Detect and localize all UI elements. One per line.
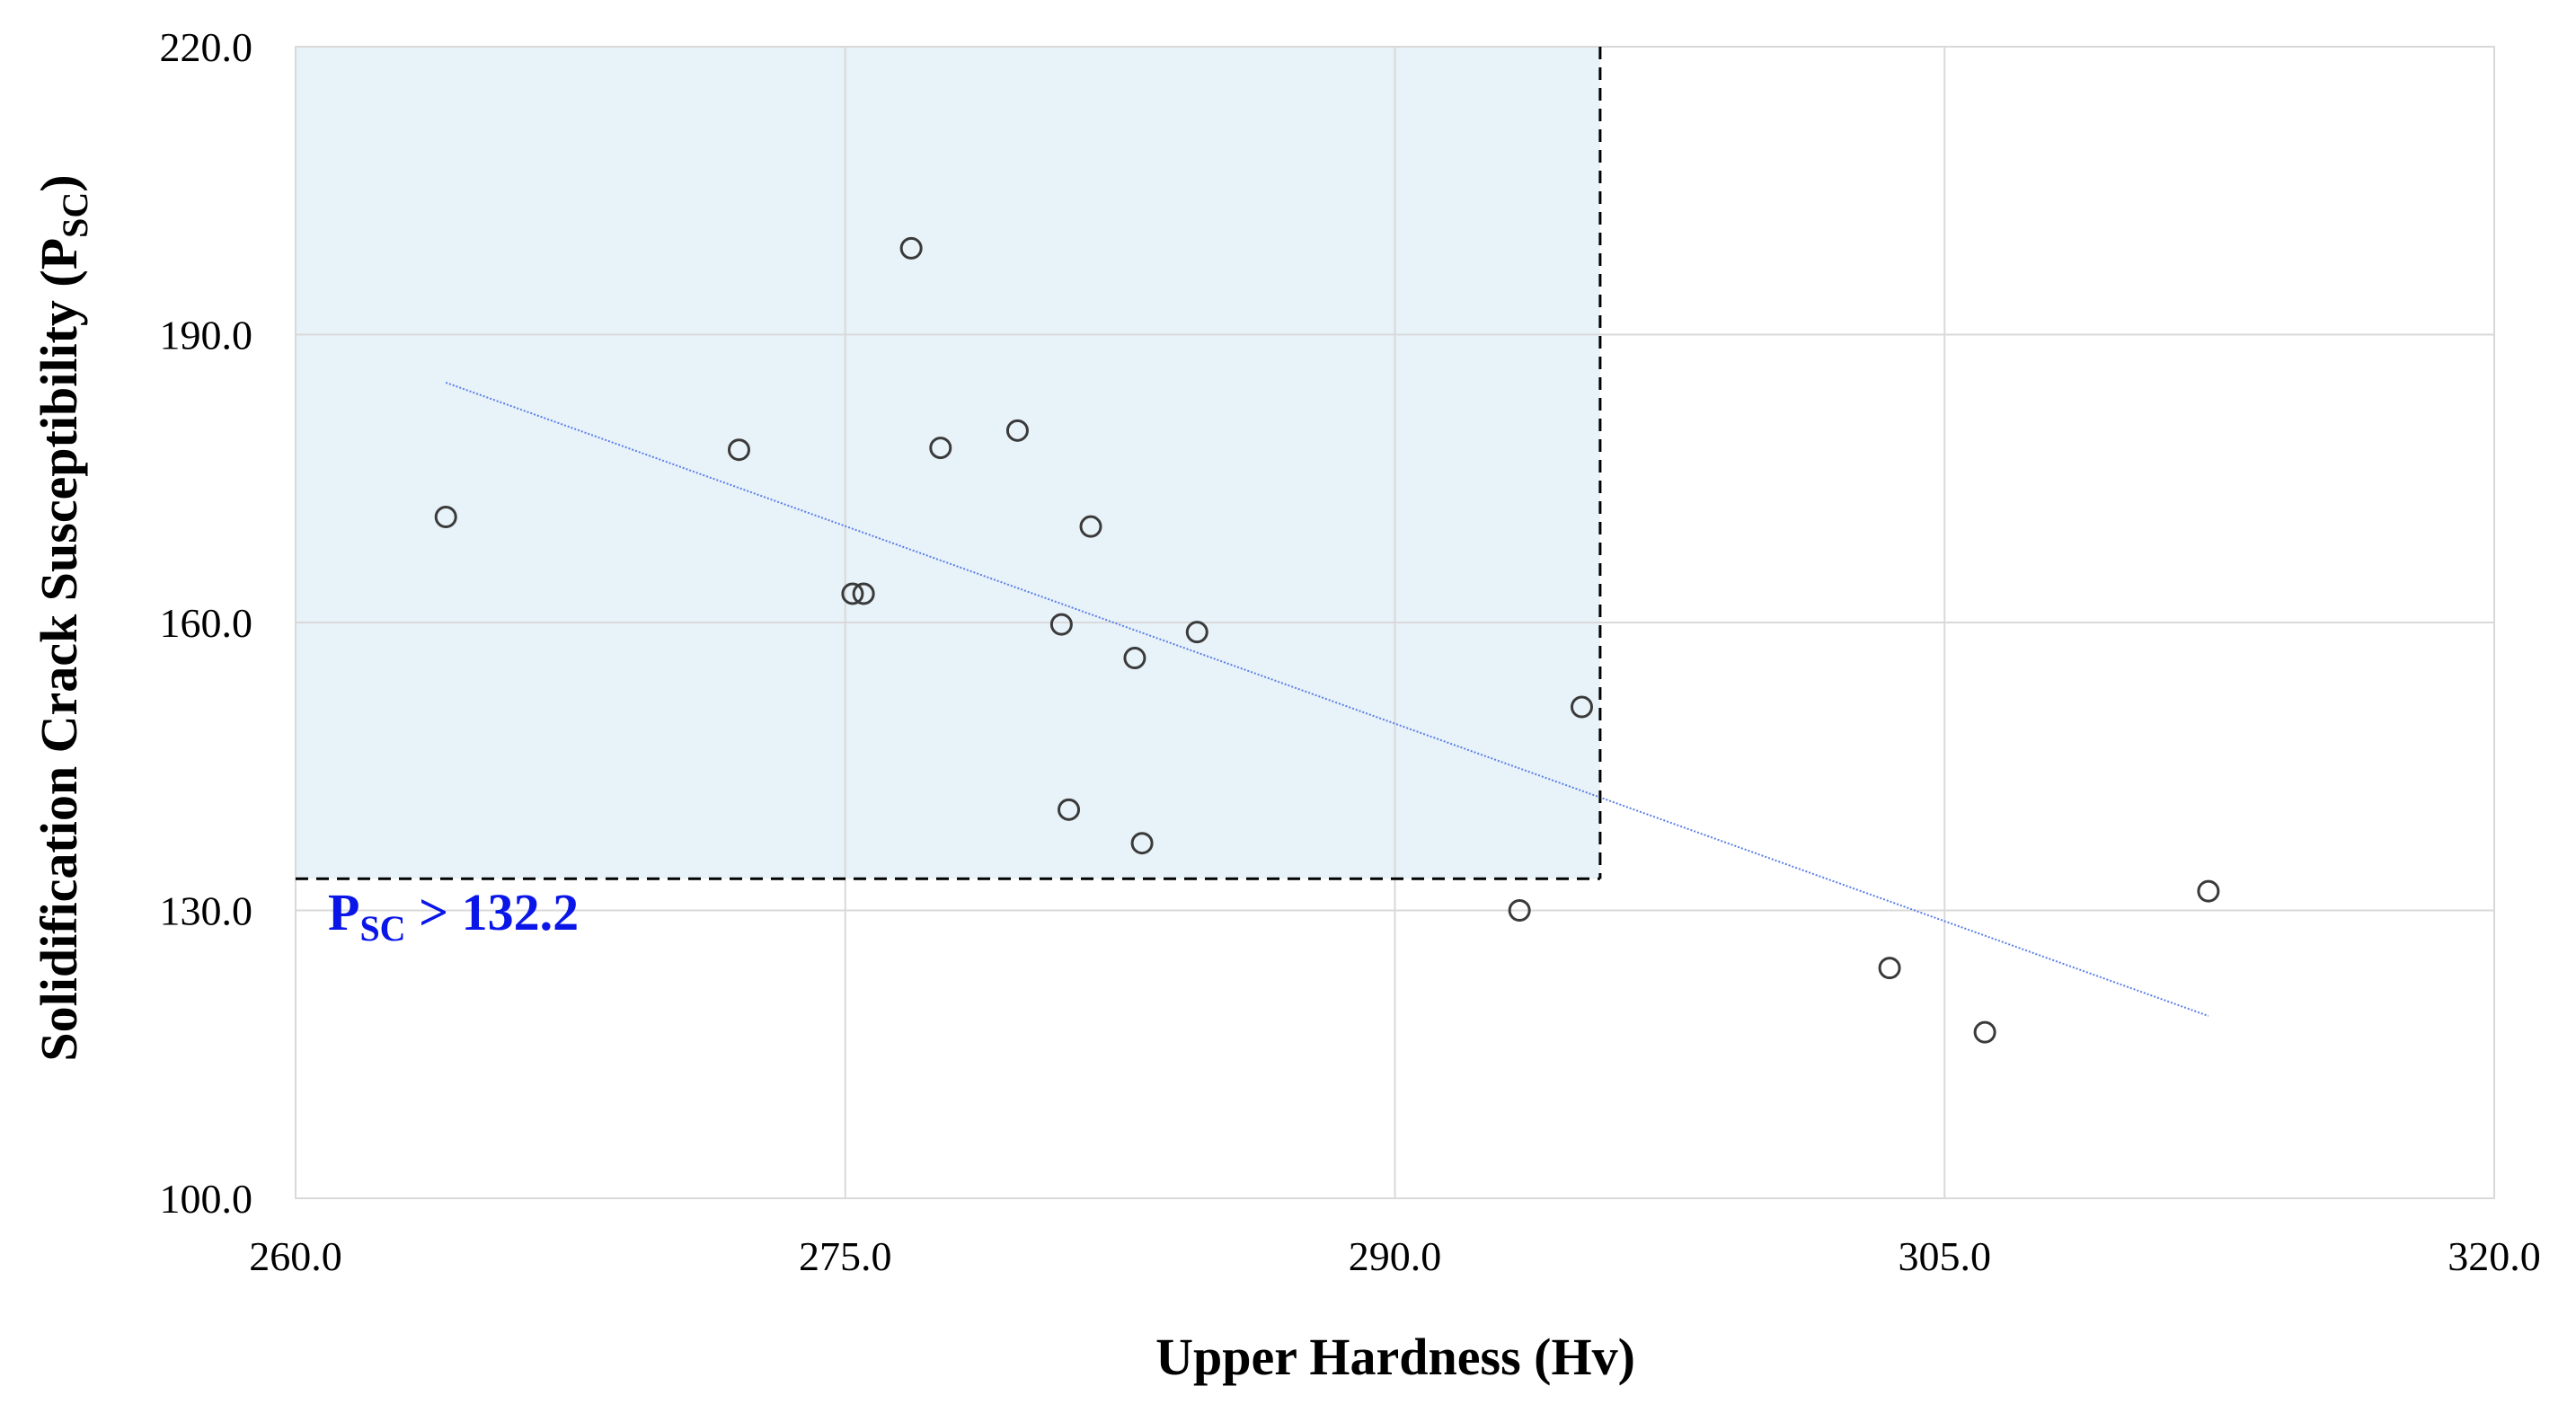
y-tick-label: 220.0 (160, 24, 253, 70)
data-point (434, 505, 457, 528)
data-point (1005, 419, 1029, 442)
trendline (445, 381, 2209, 1017)
tick-layer: 260.0 275.0 290.0 305.0 320.0 100.0 130.0 160.0… (160, 24, 2541, 1279)
y-axis-title: Solidification Crack Susceptibility (PSC… (30, 174, 95, 1061)
x-tick-label: 290.0 (1349, 1233, 1442, 1279)
y-tick-label: 160.0 (160, 600, 253, 646)
data-point (1185, 621, 1208, 644)
y-axis-title-end: ) (30, 174, 88, 191)
threshold-layer (296, 47, 1602, 880)
data-point (1123, 647, 1146, 670)
data-point (1049, 613, 1073, 636)
grid-layer (295, 46, 2495, 1199)
shaded-region (296, 47, 1600, 879)
data-point (1079, 515, 1102, 538)
data-point (1508, 899, 1531, 922)
x-tick-label: 305.0 (1899, 1233, 1992, 1279)
data-point (1130, 832, 1154, 855)
x-tick-label: 320.0 (2448, 1233, 2541, 1279)
y-tick-label: 190.0 (160, 313, 253, 358)
trend-layer (445, 381, 2209, 1017)
data-point (1973, 1020, 1996, 1044)
data-point (1058, 798, 1081, 821)
data-point (852, 582, 875, 605)
y-tick-label: 130.0 (160, 888, 253, 934)
y-tick-label: 100.0 (160, 1176, 253, 1222)
point-layer (434, 236, 2220, 1044)
x-tick-label: 260.0 (249, 1233, 342, 1279)
x-tick-label: 275.0 (799, 1233, 892, 1279)
y-axis-title-subscript: SC (55, 192, 95, 238)
y-axis-title-main: Solidification Crack Susceptibility (P (30, 238, 88, 1062)
data-point (929, 437, 952, 460)
data-point (899, 236, 923, 260)
region-layer (296, 47, 1600, 879)
threshold-annotation-value: > 132.2 (406, 883, 580, 941)
plot-area-border (295, 46, 2495, 1199)
data-point (1570, 695, 1593, 719)
data-point (727, 438, 750, 462)
data-point (2197, 879, 2220, 903)
threshold-annotation-subscript: SC (359, 908, 405, 949)
data-point (1878, 957, 1901, 980)
threshold-annotation: PSC > 132.2 (328, 883, 579, 949)
x-axis-title: Upper Hardness (Hv) (1155, 1328, 1635, 1386)
threshold-annotation-main: P (328, 883, 359, 941)
data-point (841, 582, 864, 605)
